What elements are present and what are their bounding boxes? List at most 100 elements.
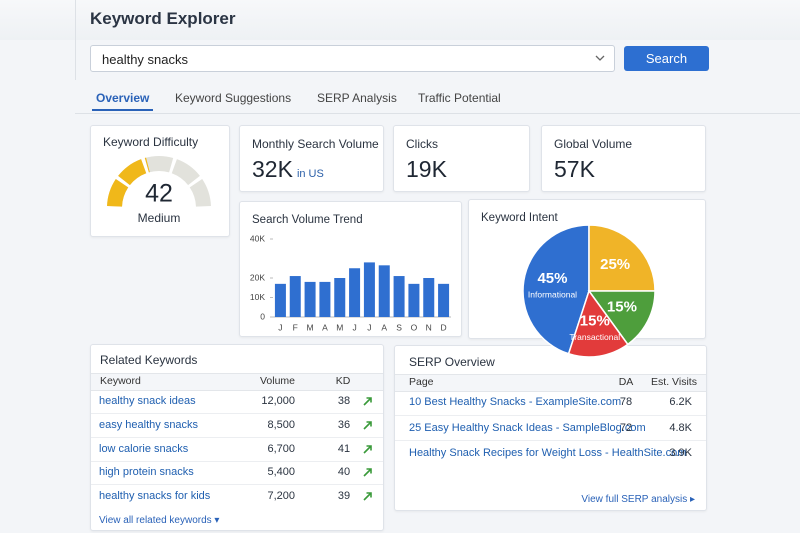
table-title: Related Keywords <box>100 353 198 367</box>
sidebar-edge <box>75 0 76 80</box>
bar <box>334 278 346 317</box>
row-link[interactable]: healthy snacks for kids <box>99 490 211 503</box>
metric-card: Global Volume 57K <box>541 125 706 192</box>
difficulty-card: Keyword Difficulty 42 Medium <box>90 125 230 237</box>
table-title: SERP Overview <box>409 355 495 369</box>
row-link[interactable]: healthy snack ideas <box>99 395 196 407</box>
pie-slice <box>522 224 590 355</box>
slice-category-label: Transactional <box>569 332 620 342</box>
search-input[interactable]: healthy snacks <box>90 45 615 72</box>
row-link[interactable]: easy healthy snacks <box>99 418 199 431</box>
row-divider <box>91 460 383 462</box>
tab[interactable]: Overview <box>96 91 150 105</box>
bar <box>349 268 361 317</box>
x-tick-label: J <box>352 322 356 332</box>
row-link[interactable]: low calorie snacks <box>99 442 189 455</box>
trend-arrow <box>363 444 372 454</box>
metric-title: Monthly Search Volume <box>252 137 379 151</box>
slice-value-label: 15% <box>580 312 610 329</box>
search-query: healthy snacks <box>102 52 188 67</box>
metric-card: Clicks 19K <box>393 125 530 192</box>
table-footer-link[interactable]: View all related keywords ▾ <box>99 515 220 526</box>
table-cell: 6,700 <box>267 442 295 455</box>
table-cell: 7,200 <box>267 490 295 503</box>
row-link[interactable]: 10 Best Healthy Snacks - ExampleSite.com <box>409 396 622 408</box>
bar <box>319 281 331 317</box>
gauge-track <box>171 159 200 186</box>
chart-title: Search Volume Trend <box>252 214 363 226</box>
table-cell: 5,400 <box>267 466 295 479</box>
column-header: KD <box>335 375 351 387</box>
trend-card: Search Volume Trend 0 10K 20K 40K J F M A M J J A S O N… <box>239 201 462 337</box>
pie-slice <box>588 224 656 292</box>
tab-underline <box>92 109 153 111</box>
metric-title: Global Volume <box>554 137 633 151</box>
slice-category-label: Informational <box>528 289 577 299</box>
metric-title: Clicks <box>406 137 438 151</box>
row-divider <box>91 412 383 414</box>
bar <box>289 276 301 317</box>
row-link[interactable]: 25 Easy Healthy Snack Ideas - SampleBlog… <box>409 421 646 434</box>
metric-value: 19K <box>406 156 447 182</box>
serp-overview-card: SERP Overview Page DA Est. Visits 10 Best He… <box>394 345 707 511</box>
bar <box>438 283 450 317</box>
column-header: Volume <box>259 375 295 387</box>
chart-title: Keyword Difficulty <box>103 135 198 149</box>
pie-chart: Keyword Intent 45% Informational 25% 15%15% T… <box>481 212 656 358</box>
y-tick-label: 10K <box>250 292 265 302</box>
gauge-track <box>189 179 211 207</box>
tab[interactable]: Keyword Suggestions <box>175 91 292 105</box>
trend-arrow <box>363 468 372 477</box>
row-divider <box>91 484 383 486</box>
column-header: Page <box>409 376 434 388</box>
table-cell: 36 <box>337 418 351 431</box>
slice-value-label: 45% <box>537 270 567 287</box>
tab[interactable]: Traffic Potential <box>418 91 501 105</box>
tab[interactable]: SERP Analysis <box>317 91 397 105</box>
gauge-value: 42 <box>145 180 173 208</box>
page-title: Keyword Explorer <box>90 9 236 28</box>
table-footer-link[interactable]: View full SERP analysis ▸ <box>581 494 695 505</box>
x-tick-label: M <box>336 322 343 332</box>
table-cell: 40 <box>337 466 351 479</box>
x-tick-label: J <box>278 322 282 332</box>
row-divider <box>91 436 383 438</box>
metric-value-row: 19K <box>406 156 447 183</box>
x-tick-label: M <box>307 322 314 332</box>
bar <box>274 283 286 317</box>
x-tick-label: O <box>411 322 418 332</box>
gauge-fill <box>144 157 150 173</box>
trend-arrow <box>363 397 372 406</box>
table-cell: 38 <box>337 395 351 407</box>
gauge-track <box>144 156 174 173</box>
gauge-label: Medium <box>138 211 181 225</box>
trend-arrow <box>363 492 372 501</box>
row-divider <box>395 414 706 416</box>
trend-arrow <box>363 420 372 430</box>
top-bar <box>0 0 800 40</box>
x-tick-label: F <box>293 322 298 332</box>
bar <box>363 262 375 317</box>
pie-slice <box>587 290 656 346</box>
table-cell: 41 <box>337 442 351 455</box>
pie-slice <box>567 289 629 358</box>
table-cell: 4.8K <box>669 421 692 434</box>
table-cell: 72 <box>619 421 633 434</box>
divider <box>75 113 800 114</box>
table-header-bg <box>395 374 706 392</box>
metric-value: 32K <box>252 156 293 182</box>
gauge-fill <box>107 179 129 207</box>
metric-value: 57K <box>554 156 595 182</box>
search-button[interactable]: Search <box>624 46 709 71</box>
x-tick-label: J <box>367 322 371 332</box>
slice-value-label: 25% <box>600 256 630 273</box>
x-tick-label: N <box>426 322 432 332</box>
column-header: Est. Visits <box>651 376 697 388</box>
row-link[interactable]: high protein snacks <box>99 466 194 479</box>
y-tick-label: 20K <box>250 272 265 282</box>
column-header: DA <box>618 376 634 388</box>
y-tick-label: 0 <box>260 311 265 321</box>
row-link[interactable]: Healthy Snack Recipes for Weight Loss - … <box>409 447 687 459</box>
